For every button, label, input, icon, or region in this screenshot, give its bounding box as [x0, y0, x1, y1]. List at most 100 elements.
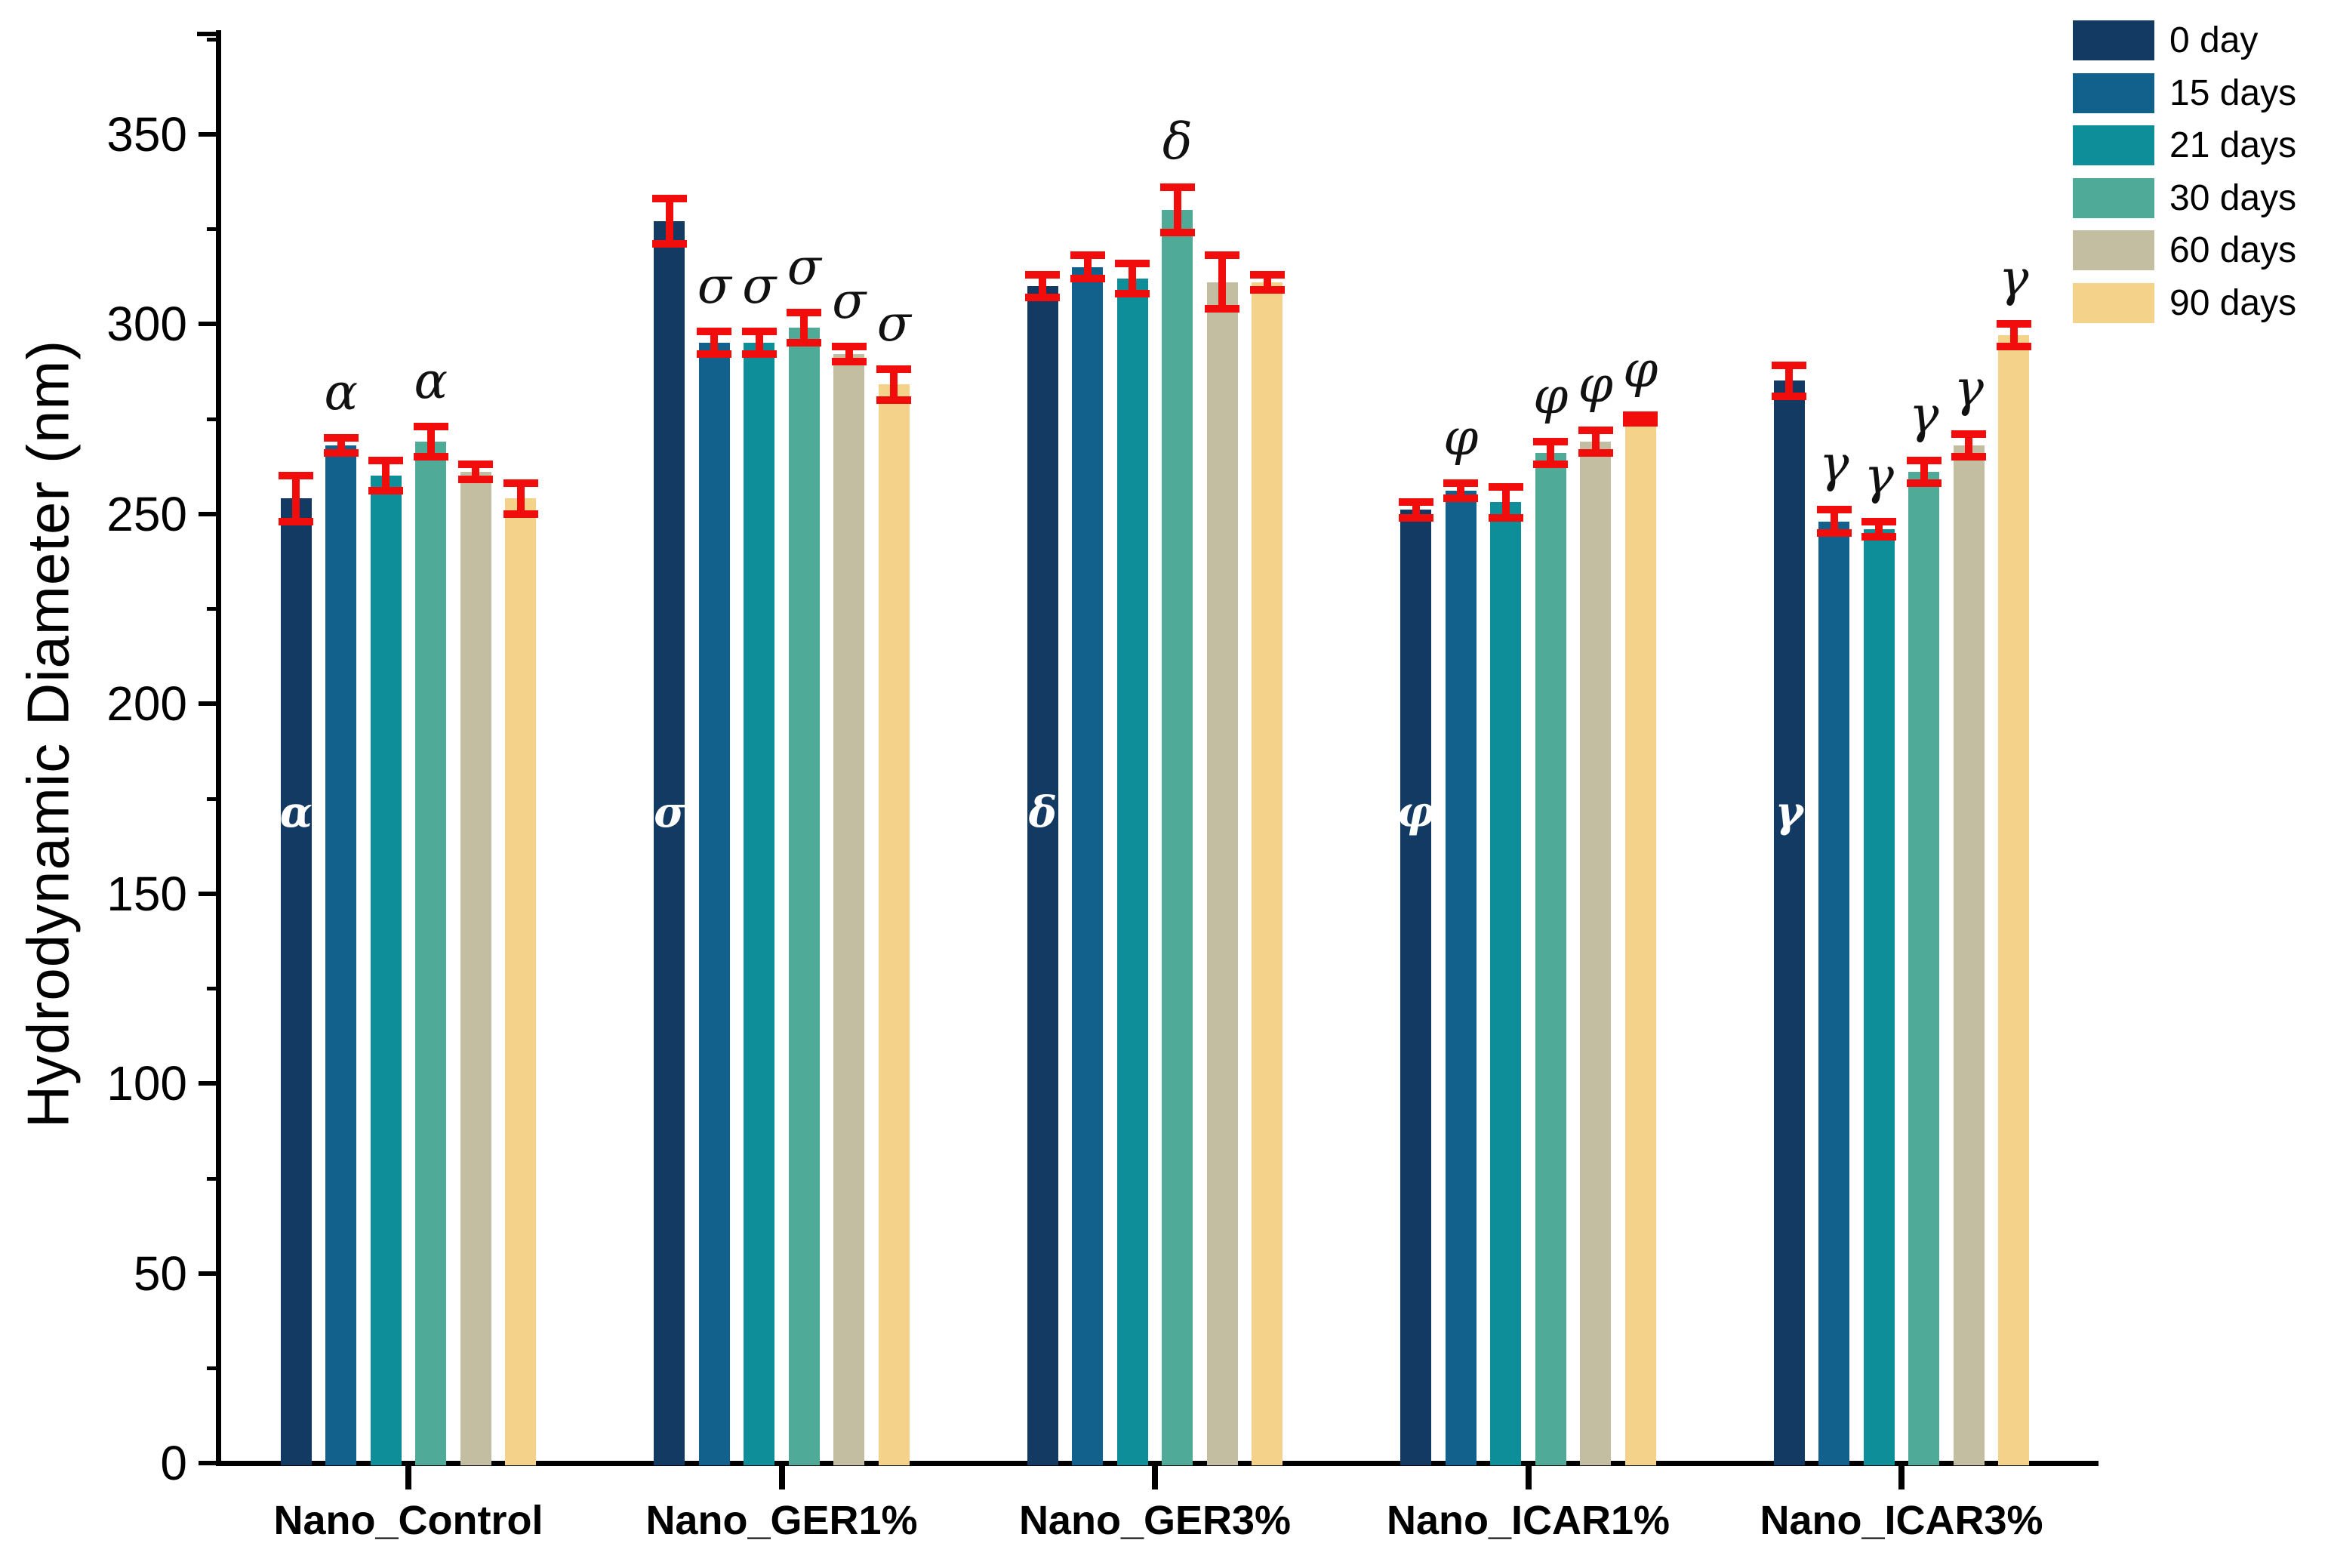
error-bar-cap-top	[1115, 259, 1150, 267]
group-letter-inside-bar: γ	[1775, 787, 1803, 837]
y-major-tick	[199, 1081, 219, 1086]
bar-15-days-Nano_Control	[325, 445, 357, 1465]
error-bar-cap-top	[279, 472, 314, 480]
significance-letter-above-bar: φ	[1578, 355, 1613, 414]
error-bar-cap-top	[323, 433, 359, 442]
legend-swatch	[2073, 177, 2154, 218]
y-major-tick	[199, 511, 219, 516]
error-bar-cap-top	[831, 343, 867, 351]
x-tick-label: Nano_Control	[273, 1498, 543, 1543]
x-tick-label: Nano_GER3%	[1018, 1498, 1292, 1543]
error-bar-cap-top	[1623, 411, 1658, 419]
error-bar-cap-top	[1816, 506, 1852, 514]
error-bar-stem	[890, 369, 898, 400]
error-bar-cap-bottom	[1578, 449, 1613, 457]
error-bar-cap-bottom	[1906, 479, 1941, 488]
error-bar-stem	[665, 199, 673, 245]
error-bar-cap-bottom	[651, 240, 687, 248]
bar-0-day-Nano_Control	[280, 498, 312, 1465]
error-bar-cap-bottom	[876, 396, 912, 404]
error-bar-cap-top	[1205, 251, 1240, 260]
legend-label: 15 days	[2169, 72, 2297, 113]
error-bar-cap-top	[1861, 517, 1897, 525]
y-axis-end-tick	[197, 32, 219, 36]
error-bar-stem	[382, 461, 390, 491]
error-bar-cap-bottom	[1816, 528, 1852, 537]
error-bar-cap-top	[1906, 457, 1941, 465]
y-major-tick	[199, 891, 219, 896]
y-minor-tick	[207, 227, 219, 232]
error-bar-cap-bottom	[1205, 304, 1240, 313]
bar-0-day-Nano_GER3%	[1027, 285, 1058, 1465]
error-bar-cap-top	[1996, 320, 2031, 328]
error-bar-stem	[1547, 441, 1555, 465]
error-bar-stem	[845, 347, 853, 362]
y-tick-label: 100	[106, 1056, 187, 1111]
error-bar-cap-bottom	[1623, 418, 1658, 427]
y-major-tick	[199, 1271, 219, 1276]
bar-0-day-Nano_GER1%	[654, 221, 685, 1465]
y-major-tick	[199, 701, 219, 706]
bar-30-days-Nano_GER3%	[1162, 210, 1193, 1465]
error-bar-cap-bottom	[1115, 289, 1150, 297]
error-bar-stem	[1457, 483, 1465, 499]
error-bar-cap-bottom	[1025, 293, 1061, 301]
significance-letter-above-bar: σ	[742, 257, 777, 316]
significance-letter-above-bar: δ	[1162, 112, 1193, 171]
error-bar-cap-bottom	[1249, 285, 1285, 294]
error-bar-stem	[472, 464, 480, 480]
x-axis-line	[216, 1461, 2099, 1466]
significance-letter-above-bar: α	[324, 362, 359, 421]
error-bar-cap-bottom	[1951, 453, 1987, 461]
significance-letter-above-bar: γ	[1999, 249, 2029, 307]
error-bar-stem	[710, 331, 719, 355]
bar-90-days-Nano_GER3%	[1252, 282, 1283, 1465]
bar-21-days-Nano_ICAR1%	[1490, 502, 1522, 1465]
y-tick-label: 350	[106, 106, 187, 162]
error-bar-cap-bottom	[368, 487, 404, 495]
error-bar-stem	[1218, 255, 1227, 309]
error-bar-stem	[1412, 502, 1420, 518]
x-tick	[1525, 1465, 1532, 1489]
y-minor-tick	[207, 417, 219, 421]
y-tick-label: 150	[106, 866, 187, 921]
error-bar-stem	[1785, 365, 1794, 396]
error-bar-cap-bottom	[413, 453, 448, 461]
error-bar-stem	[1591, 430, 1600, 453]
significance-letter-above-bar: γ	[1819, 435, 1849, 494]
bar-0-day-Nano_ICAR1%	[1400, 510, 1432, 1465]
y-tick-label: 250	[106, 486, 187, 541]
error-bar-cap-top	[787, 308, 822, 316]
y-axis-line	[216, 30, 221, 1465]
bar-15-days-Nano_GER3%	[1072, 266, 1104, 1465]
error-bar-cap-top	[876, 365, 912, 374]
error-bar-cap-bottom	[1398, 513, 1433, 522]
error-bar-cap-top	[651, 195, 687, 202]
bar-21-days-Nano_GER1%	[744, 343, 775, 1465]
error-bar-stem	[1920, 461, 1928, 484]
y-tick-label: 50	[133, 1246, 187, 1301]
y-axis-title: Hydrodynamic Diameter (nm)	[14, 339, 82, 1129]
error-bar-stem	[1501, 487, 1510, 518]
bar-90-days-Nano_GER1%	[878, 384, 910, 1465]
significance-letter-above-bar: φ	[1443, 408, 1479, 467]
x-tick	[778, 1465, 785, 1489]
bar-60-days-Nano_GER1%	[833, 354, 865, 1465]
bar-60-days-Nano_ICAR1%	[1580, 441, 1612, 1465]
error-bar-cap-bottom	[1996, 343, 2031, 351]
y-minor-tick	[207, 37, 219, 42]
bar-21-days-Nano_ICAR3%	[1863, 528, 1895, 1465]
x-tick	[1152, 1465, 1158, 1489]
error-bar-stem	[1263, 274, 1271, 290]
bar-60-days-Nano_GER3%	[1206, 282, 1238, 1465]
error-bar-cap-top	[1443, 479, 1479, 488]
y-tick-label: 0	[160, 1436, 187, 1490]
error-bar-cap-top	[1951, 430, 1987, 438]
error-bar-cap-top	[1070, 251, 1105, 260]
x-tick	[405, 1465, 411, 1489]
y-minor-tick	[207, 987, 219, 991]
group-letter-inside-bar: φ	[1396, 787, 1436, 837]
bar-21-days-Nano_GER3%	[1116, 278, 1148, 1465]
bar-15-days-Nano_ICAR1%	[1445, 491, 1477, 1465]
